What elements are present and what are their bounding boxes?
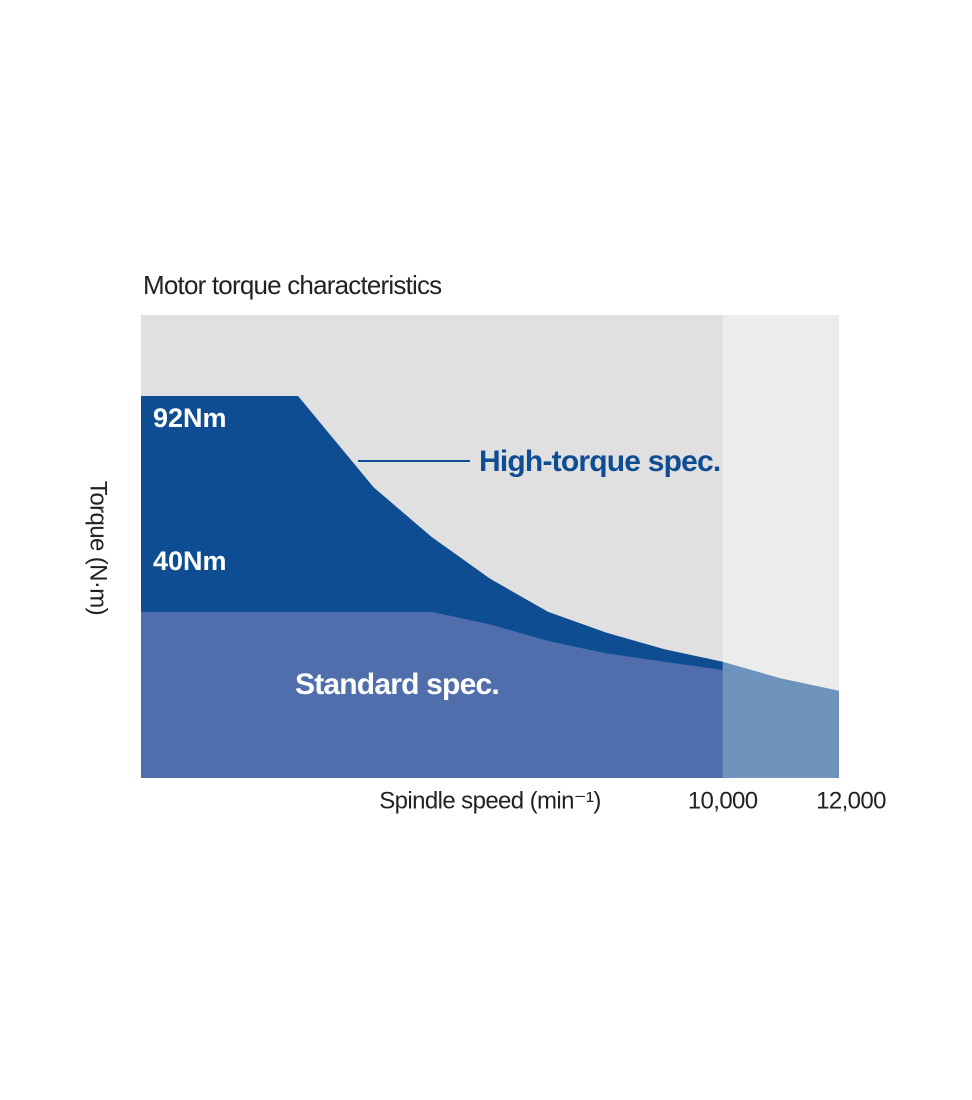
value-label: 92Nm <box>153 403 227 433</box>
series-label: High-torque spec. <box>479 445 720 478</box>
area <box>141 611 723 778</box>
chart-title: Motor torque characteristics <box>143 270 442 300</box>
beyond-range-shade <box>722 315 839 778</box>
value-label: 40Nm <box>153 546 227 576</box>
series-label: Standard spec. <box>295 668 499 701</box>
x-tick-label: 10,000 <box>688 787 758 814</box>
x-tick-label: 12,000 <box>816 787 886 814</box>
x-axis-label: Spindle speed (min⁻¹) <box>379 787 601 814</box>
y-axis-label: Torque (N·m) <box>85 481 112 615</box>
